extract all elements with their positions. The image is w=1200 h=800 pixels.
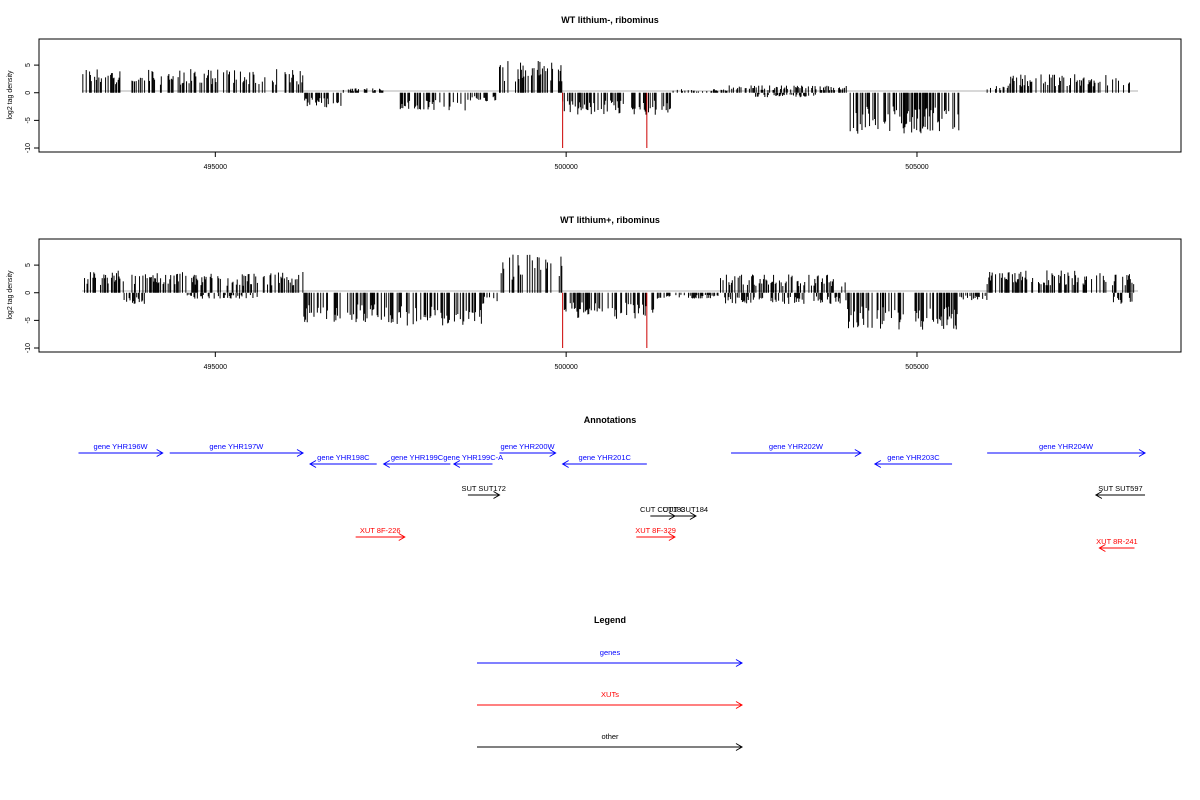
x-tick-label: 500000 <box>554 164 577 171</box>
y-axis-label: log2 tag density <box>7 70 14 120</box>
legend-label: XUTs <box>601 690 619 699</box>
annotation-feature: gene YHR204W <box>987 442 1147 457</box>
feature-label: gene YHR200W <box>501 442 556 451</box>
x-axis: 495000 500000 505000 <box>204 352 929 371</box>
legend-entry: genes <box>477 648 743 667</box>
y-tick-label: 0 <box>25 291 32 295</box>
y-tick-label: -5 <box>25 317 32 323</box>
arrowhead-icon <box>156 449 164 457</box>
legend-entry: XUTs <box>477 690 743 709</box>
feature-label: gene YHR204W <box>1039 442 1094 451</box>
feature-label: gene YHR202W <box>769 442 824 451</box>
annotation-feature: XUT 8F-226 <box>355 526 406 541</box>
arrowhead-icon <box>493 491 501 499</box>
arrowhead-icon <box>398 533 406 541</box>
arrowhead-icon <box>735 743 743 751</box>
feature-label: gene YHR199C-A <box>443 453 503 462</box>
feature-label: CUT CUT183 <box>640 505 685 514</box>
spike-group <box>562 92 648 148</box>
arrowhead-icon <box>1098 544 1106 552</box>
panel-title: WT lithium-, ribominus <box>561 15 659 25</box>
legend-entry: other <box>477 732 743 751</box>
annotation-feature: gene YHR202W <box>731 442 862 457</box>
arrowhead-icon <box>1094 491 1103 499</box>
y-tick-label: 5 <box>25 63 32 67</box>
arrowhead-icon <box>1138 449 1147 457</box>
spike-group <box>562 292 648 348</box>
annotation-feature: XUT 8R-241 <box>1096 537 1138 552</box>
x-tick-label: 505000 <box>905 164 928 171</box>
arrowhead-icon <box>668 533 676 541</box>
annotation-feature: SUT SUT172 <box>461 484 506 499</box>
feature-label: XUT 8F-329 <box>635 526 676 535</box>
annotation-feature: XUT 8F-329 <box>635 526 676 541</box>
y-axis-label: log2 tag density <box>7 270 14 320</box>
feature-label: gene YHR197W <box>209 442 264 451</box>
annotation-feature: gene YHR199C <box>382 453 451 468</box>
legend-label: genes <box>600 648 621 657</box>
arrowhead-icon <box>549 449 557 457</box>
panel-title: WT lithium+, ribominus <box>560 215 660 225</box>
arrowhead-icon <box>309 460 317 468</box>
arrowhead-icon <box>854 449 862 457</box>
feature-label: gene YHR203C <box>887 453 940 462</box>
annotation-feature: SUT SUT597 <box>1094 484 1146 499</box>
arrowhead-icon <box>689 512 697 520</box>
arrowhead-icon <box>735 659 743 667</box>
legend-items: genes XUTs other <box>477 648 743 751</box>
annotation-feature: gene YHR201C <box>561 453 647 468</box>
y-tick-label: -5 <box>25 117 32 123</box>
track-panel-lithium-minus: WT lithium-, ribominus log2 tag density … <box>7 15 1182 171</box>
arrowhead-icon <box>452 460 461 468</box>
feature-label: gene YHR196W <box>94 442 149 451</box>
x-axis: 495000 500000 505000 <box>204 152 929 171</box>
x-tick-label: 495000 <box>204 164 227 171</box>
feature-label: XUT 8R-241 <box>1096 537 1138 546</box>
track-panel-lithium-plus: WT lithium+, ribominus log2 tag density … <box>7 215 1182 371</box>
plot-frame <box>38 238 1182 353</box>
feature-label: gene YHR199C <box>391 453 444 462</box>
arrowhead-icon <box>561 460 569 468</box>
annotation-items: gene YHR196W gene YHR197W gene YHR198C gene… <box>78 442 1147 552</box>
feature-label: SUT SUT172 <box>461 484 505 493</box>
feature-label: XUT 8F-226 <box>360 526 401 535</box>
arrowhead-icon <box>873 460 882 468</box>
bar-group <box>84 254 1135 330</box>
y-tick-label: -10 <box>25 143 32 153</box>
annotation-feature: gene YHR203C <box>873 453 953 468</box>
feature-label: gene YHR198C <box>317 453 370 462</box>
y-axis: -10 -5 0 5 <box>25 63 39 153</box>
x-tick-label: 500000 <box>554 364 577 371</box>
x-tick-label: 495000 <box>204 364 227 371</box>
y-tick-label: 5 <box>25 263 32 267</box>
x-tick-label: 505000 <box>905 364 928 371</box>
annotations-title: Annotations <box>584 415 637 425</box>
annotation-feature: gene YHR197W <box>169 442 305 457</box>
y-tick-label: 0 <box>25 91 32 95</box>
feature-label: SUT SUT597 <box>1098 484 1142 493</box>
arrowhead-icon <box>382 460 390 468</box>
legend-title: Legend <box>594 615 626 625</box>
arrowhead-icon <box>735 701 743 709</box>
feature-label: gene YHR201C <box>579 453 632 462</box>
annotation-feature: gene YHR200W <box>499 442 557 457</box>
annotation-feature: gene YHR198C <box>309 453 377 468</box>
plot-frame <box>38 38 1182 153</box>
y-axis: -10 -5 0 5 <box>25 263 39 353</box>
bar-group <box>82 61 1130 134</box>
annotation-feature: gene YHR199C-A <box>443 453 503 468</box>
annotation-feature: CUT CUT184 <box>663 505 708 520</box>
y-tick-label: -10 <box>25 343 32 353</box>
annotations-track: Annotations gene YHR196W gene YHR197Wgene… <box>78 415 1147 552</box>
legend: Legend genes XUTs other <box>477 615 743 751</box>
feature-label: CUT CUT184 <box>663 505 708 514</box>
legend-label: other <box>601 732 619 741</box>
annotation-feature: gene YHR196W <box>78 442 164 457</box>
arrowhead-icon <box>296 449 305 457</box>
